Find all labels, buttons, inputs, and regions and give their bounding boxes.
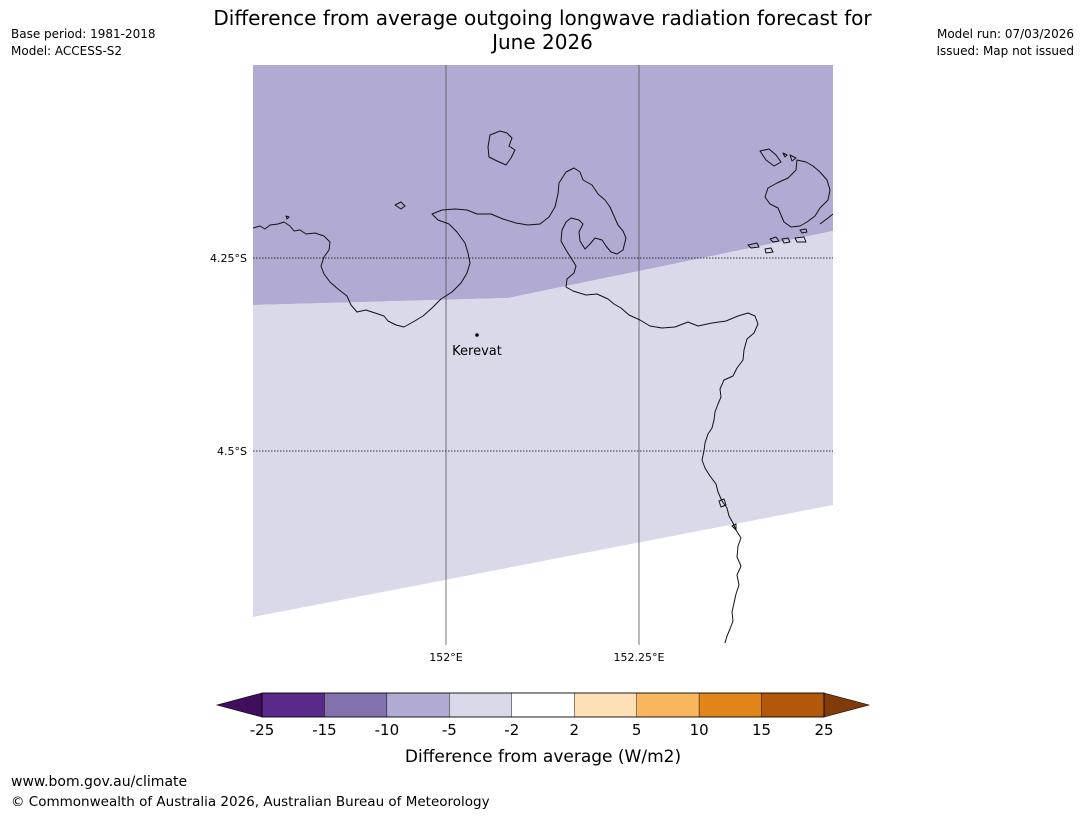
colorbar-segment bbox=[636, 692, 700, 718]
meta-left: Base period: 1981-2018 Model: ACCESS-S2 bbox=[11, 26, 156, 60]
colorbar-tick-label: 5 bbox=[632, 721, 642, 739]
colorbar-tick-label: 10 bbox=[690, 721, 709, 739]
colorbar-tick-label: 15 bbox=[752, 721, 771, 739]
colorbar-segment bbox=[261, 692, 325, 718]
band-minus10-to-minus5 bbox=[253, 65, 833, 305]
colorbar-tick-label: -5 bbox=[442, 721, 457, 739]
colorbar bbox=[215, 692, 871, 718]
colorbar-segment bbox=[574, 692, 637, 718]
lon-label-152-25e: 152.25°E bbox=[614, 651, 665, 664]
map-panel[interactable] bbox=[253, 65, 833, 645]
base-period-text: Base period: 1981-2018 bbox=[11, 27, 156, 41]
footer-url[interactable]: www.bom.gov.au/climate bbox=[11, 774, 188, 790]
colorbar-segment bbox=[449, 692, 512, 718]
colorbar-tick-label: -10 bbox=[375, 721, 400, 739]
model-run-text: Model run: 07/03/2026 bbox=[936, 27, 1074, 41]
colorbar-tick-label: -2 bbox=[504, 721, 519, 739]
colorbar-tick-label: 25 bbox=[814, 721, 833, 739]
map-title: Difference from average outgoing longwav… bbox=[180, 6, 905, 54]
colorbar-over-arrow bbox=[823, 692, 871, 718]
colorbar-outline bbox=[261, 692, 825, 718]
meta-right: Model run: 07/03/2026 Issued: Map not is… bbox=[936, 26, 1074, 60]
lat-label-4-5s: 4.5°S bbox=[217, 445, 247, 458]
place-label: Kerevat bbox=[452, 344, 502, 359]
lon-label-152e: 152°E bbox=[429, 651, 462, 664]
issued-text: Issued: Map not issued bbox=[936, 44, 1074, 58]
model-text: Model: ACCESS-S2 bbox=[11, 44, 123, 58]
colorbar-segment bbox=[324, 692, 388, 718]
legend-title: Difference from average (W/m2) bbox=[405, 747, 681, 767]
colorbar-segment bbox=[761, 692, 825, 718]
colorbar-segment bbox=[511, 692, 575, 718]
colorbar-tick-label: 2 bbox=[569, 721, 579, 739]
colorbar-tick-label: -25 bbox=[250, 721, 275, 739]
title-line-1: Difference from average outgoing longwav… bbox=[213, 6, 872, 30]
colorbar-segment bbox=[698, 692, 762, 718]
lat-label-4-25s: 4.25°S bbox=[210, 252, 247, 265]
colorbar-under-arrow bbox=[215, 692, 263, 718]
colorbar-segment bbox=[386, 692, 450, 718]
place-marker-dot[interactable] bbox=[475, 333, 479, 337]
title-line-2: June 2026 bbox=[492, 30, 593, 54]
footer-copyright: © Commonwealth of Australia 2026, Austra… bbox=[11, 794, 490, 810]
coastline bbox=[253, 130, 833, 644]
band-minus5-to-minus2 bbox=[253, 231, 833, 617]
colorbar-tick-label: -15 bbox=[312, 721, 337, 739]
colorbar-ticks: -25 -15 -10 -5 -2 2 5 10 15 25 bbox=[250, 721, 834, 739]
